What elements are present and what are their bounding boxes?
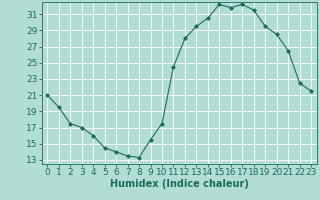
X-axis label: Humidex (Indice chaleur): Humidex (Indice chaleur)	[110, 179, 249, 189]
